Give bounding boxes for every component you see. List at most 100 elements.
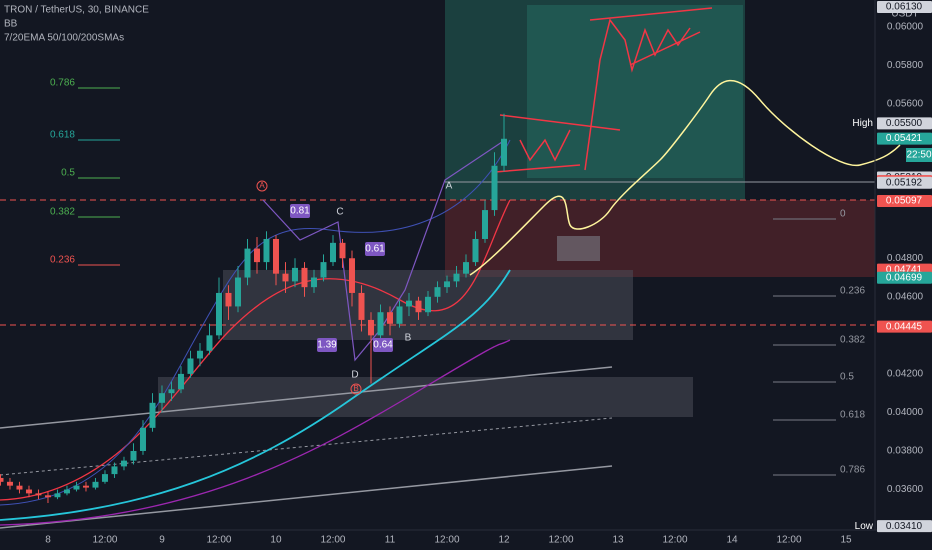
candle-body (63, 489, 70, 494)
price-badge-label: 0.04445 (886, 321, 923, 332)
target-zone (527, 5, 743, 178)
support-zone (158, 377, 693, 417)
fib-label: 0.236 (840, 286, 865, 297)
candle-body (139, 427, 146, 451)
candle-body (234, 277, 241, 307)
candle-body (253, 248, 260, 263)
price-badge (877, 132, 932, 145)
x-tick-label: 12:00 (320, 535, 345, 546)
x-tick-label: 12 (498, 535, 510, 546)
candle-body (168, 389, 175, 394)
candle-body (225, 292, 232, 307)
currency: USDT (891, 9, 918, 20)
fib-label: 0.5 (840, 372, 854, 383)
indicator: 7/20EMA 50/100/200SMAs (4, 33, 124, 44)
y-tick-label: 0.04200 (887, 369, 924, 380)
candle-body (196, 350, 203, 359)
x-tick-label: 12:00 (206, 535, 231, 546)
pattern-label: B (353, 384, 358, 393)
candle-body (6, 481, 13, 486)
x-tick-label: 12:00 (434, 535, 459, 546)
price-badge-tag: High (852, 118, 873, 129)
pattern-label: 0.61 (365, 244, 385, 255)
box (557, 236, 600, 261)
y-tick-label: 0.04000 (887, 407, 924, 418)
y-tick-label: 0.04600 (887, 291, 924, 302)
candle-body (444, 281, 451, 288)
pattern-label: D (351, 370, 358, 381)
pattern-label: C (336, 207, 343, 218)
x-tick-label: 10 (270, 535, 282, 546)
fib-label: 0.786 (50, 78, 75, 89)
harmonic-pattern (262, 139, 506, 362)
candle-body (339, 242, 346, 259)
price-badge (877, 320, 932, 333)
pattern-label: B (405, 333, 412, 344)
x-tick-label: 12:00 (92, 535, 117, 546)
price-badge-label: 0.05500 (886, 118, 923, 129)
candle-body (244, 248, 251, 278)
candle-body (282, 273, 289, 282)
candle-body (16, 485, 23, 490)
candle-body (358, 292, 365, 320)
candle-body (158, 393, 165, 403)
candle-body (405, 300, 412, 307)
pattern-label: A (259, 181, 265, 190)
price-badge (877, 1, 932, 13)
price-badge (877, 520, 932, 533)
countdown: 22:50 (906, 150, 931, 161)
candle-body (396, 306, 403, 324)
candle-body (263, 238, 270, 263)
price-badge (877, 176, 932, 189)
x-tick-label: 11 (385, 535, 396, 546)
candle-body (149, 402, 156, 428)
price-badge (877, 195, 932, 208)
price-badge-tag: Low (855, 521, 874, 532)
pattern-label: 0.64 (373, 340, 393, 351)
candle-body (206, 335, 213, 351)
candle-body (0, 477, 4, 482)
fib-label: 0.5 (61, 168, 75, 179)
pattern-label: 1.39 (317, 340, 337, 351)
candle-body (54, 493, 61, 498)
fib-label: 0.382 (50, 207, 75, 218)
candle-body (377, 312, 384, 336)
trend-line (0, 366, 613, 429)
x-tick-label: 12:00 (777, 535, 802, 546)
candle-body (482, 210, 489, 239)
price-badge-label: 0.05421 (886, 133, 923, 144)
candle-body (35, 493, 42, 496)
fib-label: 0 (840, 209, 846, 220)
fib-label: 0.618 (50, 130, 75, 141)
x-tick-label: 8 (45, 535, 51, 546)
trend-line (0, 417, 613, 476)
y-tick-label: 0.04800 (887, 253, 924, 264)
price-badge (877, 271, 932, 284)
price-badge-label: 0.03410 (886, 521, 923, 532)
symbol: TRON / TetherUS, 30, BINANCE (4, 5, 149, 16)
countdown-bg (906, 148, 932, 162)
fib-label: 0.786 (840, 465, 865, 476)
candle-body (301, 267, 308, 288)
y-tick-label: 0.03800 (887, 446, 924, 457)
candle-body (310, 277, 317, 288)
price-badge-label: 0.04741 (886, 264, 923, 275)
projection (469, 79, 901, 276)
price-badge-label: 0.04699 (886, 272, 923, 283)
y-tick-label: 0.05600 (887, 99, 924, 110)
pattern-label-bg (365, 242, 385, 256)
candle-body (367, 319, 374, 336)
candle-body (424, 296, 431, 313)
candle-body (272, 238, 279, 274)
candle-body (187, 358, 194, 374)
y-tick-label: 0.03600 (887, 484, 924, 495)
pattern-label: 0.81 (290, 206, 310, 217)
x-tick-label: 13 (612, 535, 624, 546)
candle-body (434, 287, 441, 297)
pattern-label-ring (256, 180, 268, 192)
candle-body (130, 450, 137, 461)
candle-body (25, 489, 32, 494)
candle-body (320, 262, 327, 278)
candle-body (453, 273, 460, 282)
price-badge-label: 0.05192 (886, 177, 923, 188)
